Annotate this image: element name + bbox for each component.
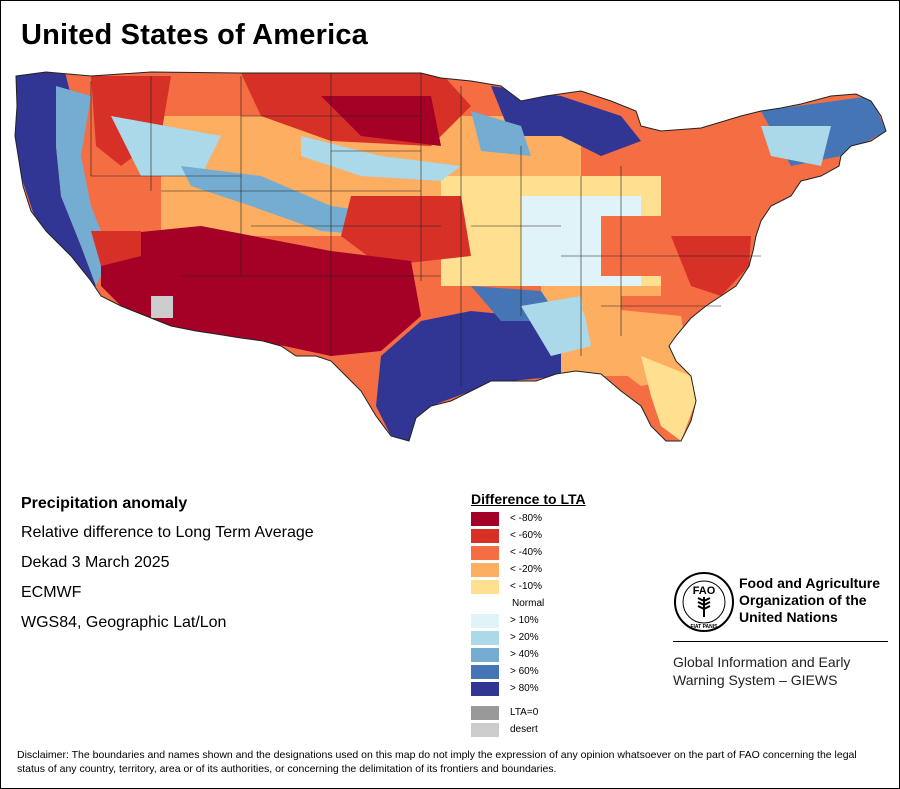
legend-item: > 20% [471, 630, 651, 647]
page-title: United States of America [21, 19, 368, 51]
anomaly-field [15, 72, 886, 441]
country-outline [14, 71, 887, 442]
legend-swatch [471, 580, 499, 594]
legend-swatch [471, 665, 499, 679]
info-period: Dekad 3 March 2025 [21, 554, 170, 571]
legend-label: < -20% [510, 564, 542, 575]
legend-label: > 10% [510, 615, 539, 626]
fao-divider [673, 641, 888, 642]
fao-logo-text: FAO [693, 585, 716, 597]
legend-label: < -40% [510, 547, 542, 558]
legend-swatch [471, 529, 499, 543]
fao-logo-icon: FAO FIAT PANIS [674, 572, 734, 632]
legend-item: < -40% [471, 545, 651, 562]
legend-label: > 20% [510, 632, 539, 643]
disclaimer: Disclaimer: The boundaries and names sho… [17, 749, 857, 775]
legend-swatch [471, 706, 499, 720]
legend-dry-items: < -80% < -60% < -40% < -20% < -10% [471, 511, 651, 596]
giews-line: Warning System – GIEWS [673, 672, 838, 688]
legend-item: LTA=0 [471, 705, 651, 722]
usa-map-svg [14, 71, 887, 442]
legend-swatch [471, 682, 499, 696]
legend-label: < -80% [510, 513, 542, 524]
legend-label: > 60% [510, 666, 539, 677]
legend-swatch [471, 631, 499, 645]
info-heading: Precipitation anomaly [21, 495, 188, 512]
legend-item: > 10% [471, 613, 651, 630]
legend-normal: Normal [471, 596, 651, 613]
legend-swatch [471, 563, 499, 577]
legend-extra-items: LTA=0 desert [471, 705, 651, 739]
map-info-block: Precipitation anomaly Relative differenc… [21, 494, 314, 643]
precipitation-map [1, 56, 900, 476]
legend-label: desert [510, 724, 538, 735]
info-description: Relative difference to Long Term Average [21, 524, 314, 541]
legend-item: > 40% [471, 647, 651, 664]
fao-name-line: Organization of the [739, 592, 867, 608]
legend-item: < -80% [471, 511, 651, 528]
legend-wet-items: > 10% > 20% > 40% > 60% > 80% [471, 613, 651, 698]
giews-name: Global Information and Early Warning Sys… [673, 653, 893, 689]
legend-item: < -60% [471, 528, 651, 545]
state-boundaries [90, 73, 761, 386]
info-projection: WGS84, Geographic Lat/Lon [21, 614, 227, 631]
legend-swatch [471, 723, 499, 737]
giews-line: Global Information and Early [673, 654, 851, 670]
legend-item: desert [471, 722, 651, 739]
legend-swatch [471, 546, 499, 560]
legend-label: < -60% [510, 530, 542, 541]
legend-item: < -10% [471, 579, 651, 596]
legend-label: > 40% [510, 649, 539, 660]
fao-name-line: United Nations [739, 609, 838, 625]
legend-swatch [471, 648, 499, 662]
fao-name-line: Food and Agriculture [739, 575, 881, 591]
legend-swatch [471, 512, 499, 526]
legend: Difference to LTA < -80% < -60% < -40% <… [471, 491, 651, 739]
legend-swatch [471, 614, 499, 628]
legend-item: > 60% [471, 664, 651, 681]
fao-name: Food and Agriculture Organization of the… [739, 575, 899, 626]
legend-item: < -20% [471, 562, 651, 579]
info-source: ECMWF [21, 584, 82, 601]
legend-title: Difference to LTA [471, 491, 586, 507]
legend-label: LTA=0 [510, 707, 539, 718]
legend-normal-label: Normal [512, 598, 545, 609]
legend-item: > 80% [471, 681, 651, 698]
legend-label: < -10% [510, 581, 542, 592]
fao-logo-motto: FIAT PANIS [690, 624, 718, 630]
legend-label: > 80% [510, 683, 539, 694]
